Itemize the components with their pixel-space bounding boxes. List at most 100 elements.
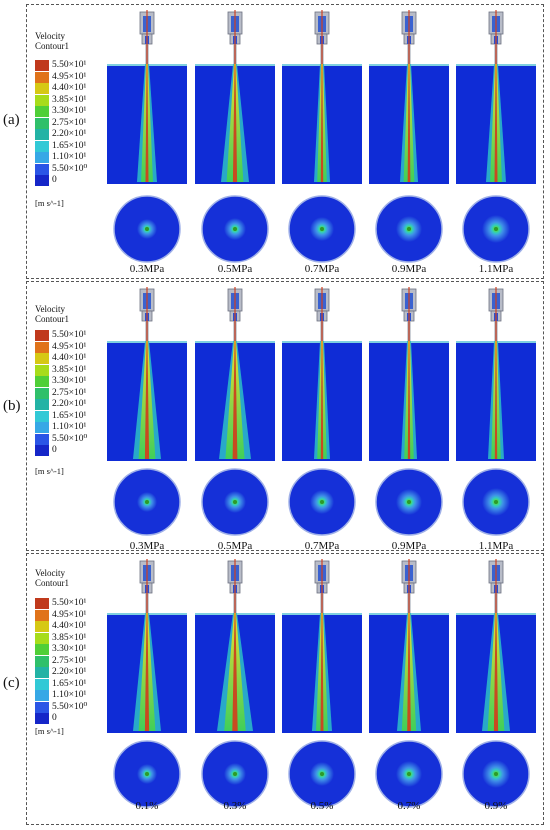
nozzle-icon bbox=[139, 287, 155, 345]
legend-swatch bbox=[35, 175, 49, 186]
cross-section bbox=[288, 740, 356, 808]
legend-value: 1.65×10¹ bbox=[52, 678, 87, 689]
legend-value: 2.75×10¹ bbox=[52, 655, 87, 666]
nozzle-icon bbox=[314, 10, 330, 68]
legend-value: 5.50×10⁰ bbox=[52, 163, 88, 174]
legend-entry: 1.10×10¹ bbox=[35, 422, 125, 434]
legend-swatch bbox=[35, 701, 49, 713]
legend-swatch bbox=[35, 399, 49, 410]
legend-swatch bbox=[35, 129, 49, 140]
legend-swatch bbox=[35, 83, 49, 94]
legend-value: 1.10×10¹ bbox=[52, 152, 87, 162]
legend-value: 3.30×10¹ bbox=[52, 106, 87, 116]
legend-swatch bbox=[35, 71, 49, 83]
nozzle-icon bbox=[488, 10, 504, 68]
column-label: 0.9MPa bbox=[391, 263, 427, 275]
legend-entry: 0 bbox=[35, 445, 125, 457]
column-label: 0.9MPa bbox=[391, 540, 427, 552]
legend-title-line1: Velocity bbox=[35, 568, 65, 578]
legend-title-line1: Velocity bbox=[35, 304, 65, 314]
column-label: 0.7MPa bbox=[304, 263, 340, 275]
legend-swatch bbox=[35, 341, 49, 353]
panel-label-a: (a) bbox=[3, 112, 20, 128]
column-label: 1.1MPa bbox=[478, 540, 514, 552]
jet-plume bbox=[486, 64, 506, 182]
cross-section bbox=[462, 468, 530, 536]
legend-entry: 2.75×10¹ bbox=[35, 655, 125, 668]
legend-entry: 4.95×10¹ bbox=[35, 609, 125, 622]
jet-plume bbox=[488, 341, 504, 459]
nozzle-icon bbox=[139, 10, 155, 68]
legend-value: 5.50×10⁰ bbox=[52, 433, 88, 444]
legend-value: 4.40×10¹ bbox=[52, 353, 87, 363]
legend-value: 5.50×10¹ bbox=[52, 330, 87, 340]
legend-entry: 2.20×10¹ bbox=[35, 399, 125, 411]
legend-entry: 3.85×10¹ bbox=[35, 632, 125, 645]
legend-unit: [m s^-1] bbox=[35, 466, 64, 476]
legend-entry: 4.95×10¹ bbox=[35, 71, 125, 84]
panel-label-b: (b) bbox=[3, 398, 21, 414]
legend-entry: 5.50×10⁰ bbox=[35, 163, 125, 176]
nozzle-icon bbox=[227, 559, 243, 617]
legend-title-line1: Velocity bbox=[35, 31, 65, 41]
panel-a: Velocity Contour1 5.50×10¹ 4.95×10¹ 4.40×1… bbox=[26, 4, 544, 279]
column-label: 0.7% bbox=[397, 800, 421, 812]
legend-value: 1.10×10¹ bbox=[52, 690, 87, 700]
legend-value: 3.30×10¹ bbox=[52, 376, 87, 386]
column-label: 0.1% bbox=[135, 800, 159, 812]
legend-value: 1.10×10¹ bbox=[52, 422, 87, 432]
legend-swatch bbox=[35, 667, 49, 678]
legend-entry: 0 bbox=[35, 713, 125, 725]
legend-entry: 3.30×10¹ bbox=[35, 644, 125, 656]
legend-entry: 4.40×10¹ bbox=[35, 621, 125, 633]
legend-swatch bbox=[35, 422, 49, 433]
legend-entry: 5.50×10⁰ bbox=[35, 701, 125, 714]
legend-entry: 2.20×10¹ bbox=[35, 129, 125, 141]
legend-value: 2.20×10¹ bbox=[52, 667, 87, 677]
cross-section bbox=[462, 195, 530, 263]
column-label: 0.3MPa bbox=[129, 540, 165, 552]
legend-swatch bbox=[35, 632, 49, 644]
legend-entry: 5.50×10¹ bbox=[35, 60, 125, 72]
legend-swatch bbox=[35, 163, 49, 175]
column-label: 0.9% bbox=[484, 800, 508, 812]
legend-swatch bbox=[35, 330, 49, 341]
cross-section bbox=[201, 195, 269, 263]
cross-section bbox=[288, 195, 356, 263]
legend-value: 3.30×10¹ bbox=[52, 644, 87, 654]
legend-swatch bbox=[35, 621, 49, 632]
legend-swatch bbox=[35, 433, 49, 445]
legend-value: 4.95×10¹ bbox=[52, 341, 87, 352]
legend-swatch bbox=[35, 410, 49, 422]
cross-section bbox=[375, 740, 443, 808]
nozzle-icon bbox=[314, 559, 330, 617]
legend-value: 0 bbox=[52, 175, 57, 185]
cross-section bbox=[288, 468, 356, 536]
legend-swatch bbox=[35, 387, 49, 399]
jet-plume bbox=[397, 613, 421, 731]
jet-plume bbox=[219, 341, 251, 459]
jet-plume bbox=[133, 613, 161, 731]
legend-title: Velocity Contour1 bbox=[35, 304, 69, 324]
legend-entry: 2.20×10¹ bbox=[35, 667, 125, 679]
legend-value: 4.40×10¹ bbox=[52, 83, 87, 93]
jet-plume bbox=[137, 64, 157, 182]
jet-plume bbox=[314, 341, 330, 459]
legend-swatch bbox=[35, 655, 49, 667]
legend-value: 0 bbox=[52, 445, 57, 455]
column-label: 0.3MPa bbox=[129, 263, 165, 275]
legend-entry: 5.50×10¹ bbox=[35, 330, 125, 342]
legend-unit: [m s^-1] bbox=[35, 726, 64, 736]
legend-value: 2.20×10¹ bbox=[52, 399, 87, 409]
legend-value: 3.85×10¹ bbox=[52, 632, 87, 643]
cross-section bbox=[201, 468, 269, 536]
legend-value: 5.50×10⁰ bbox=[52, 701, 88, 712]
legend-swatch bbox=[35, 644, 49, 655]
legend-entry: 1.65×10¹ bbox=[35, 140, 125, 153]
jet-plume bbox=[312, 613, 332, 731]
cross-section bbox=[113, 468, 181, 536]
jet-plume bbox=[314, 64, 330, 182]
jet-plume bbox=[482, 613, 510, 731]
legend-title: Velocity Contour1 bbox=[35, 568, 69, 588]
legend-swatch bbox=[35, 445, 49, 456]
